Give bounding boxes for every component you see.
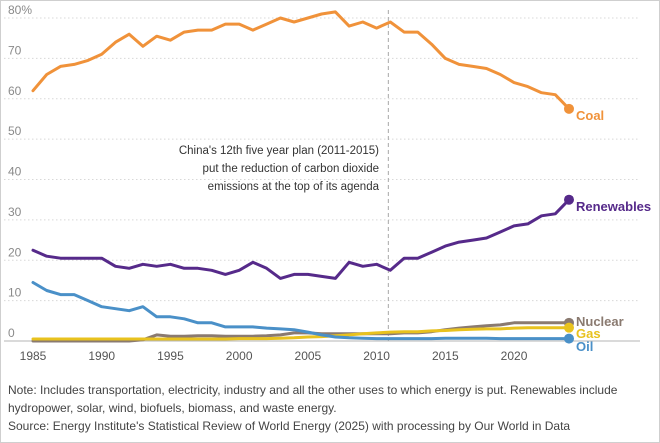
annotation-text-line: put the reduction of carbon dioxide [203, 163, 379, 175]
series-label-oil: Oil [576, 339, 593, 354]
note-text: Note: Includes transportation, electrici… [8, 383, 618, 415]
series-line-oil [31, 281, 571, 341]
series-lines [31, 10, 571, 343]
y-tick-label: 10 [8, 286, 22, 300]
series-line-coal [31, 10, 571, 111]
series-end-dot-oil [564, 333, 574, 344]
x-tick-label: 2010 [363, 349, 390, 363]
y-axis-ticks: 0 10 20 30 40 50 60 70 80% [8, 3, 32, 340]
x-tick-label: 2015 [432, 349, 459, 363]
x-axis-ticks: 1985 1990 1995 2000 2005 2010 2015 2020 [20, 349, 528, 363]
series-label-renewables: Renewables [576, 199, 651, 214]
gridlines [4, 17, 640, 342]
y-tick-label: 70 [8, 43, 22, 57]
y-tick-label: 50 [8, 124, 22, 138]
series-label-coal: Coal [576, 108, 604, 123]
energy-mix-line-chart: 0 10 20 30 40 50 60 70 80% 1985 1990 1995 2000 2005 2… [4, 3, 651, 363]
y-tick-label: 80% [8, 3, 32, 17]
annotation: China's 12th five year plan (2011-2015) p… [179, 10, 389, 341]
x-tick-label: 2000 [226, 349, 253, 363]
y-tick-label: 40 [8, 165, 22, 179]
x-tick-label: 2005 [295, 349, 322, 363]
x-tick-label: 2020 [501, 349, 528, 363]
series-label-nuclear: Nuclear [576, 314, 624, 329]
series-end-dot-gas [564, 322, 574, 333]
series-line-renewables [31, 198, 571, 280]
annotation-text-line: China's 12th five year plan (2011-2015) [179, 145, 379, 157]
series-line-nuclear [31, 321, 571, 343]
series-end-dot-renewables [564, 194, 574, 205]
source-text: Source: Energy Institute's Statistical R… [8, 419, 571, 433]
y-tick-label: 60 [8, 84, 22, 98]
series-line-gas [31, 326, 571, 341]
chart-notes: Note: Includes transportation, electrici… [8, 381, 652, 435]
x-tick-label: 1985 [20, 349, 47, 363]
series-end-dot-coal [564, 103, 574, 114]
x-tick-label: 1990 [88, 349, 115, 363]
y-tick-label: 0 [8, 326, 15, 340]
annotation-text-line: emissions at the top of its agenda [208, 181, 380, 193]
series-label-gas: Gas [576, 326, 601, 341]
y-tick-label: 30 [8, 205, 22, 219]
y-tick-label: 20 [8, 245, 22, 259]
x-tick-label: 1995 [157, 349, 184, 363]
